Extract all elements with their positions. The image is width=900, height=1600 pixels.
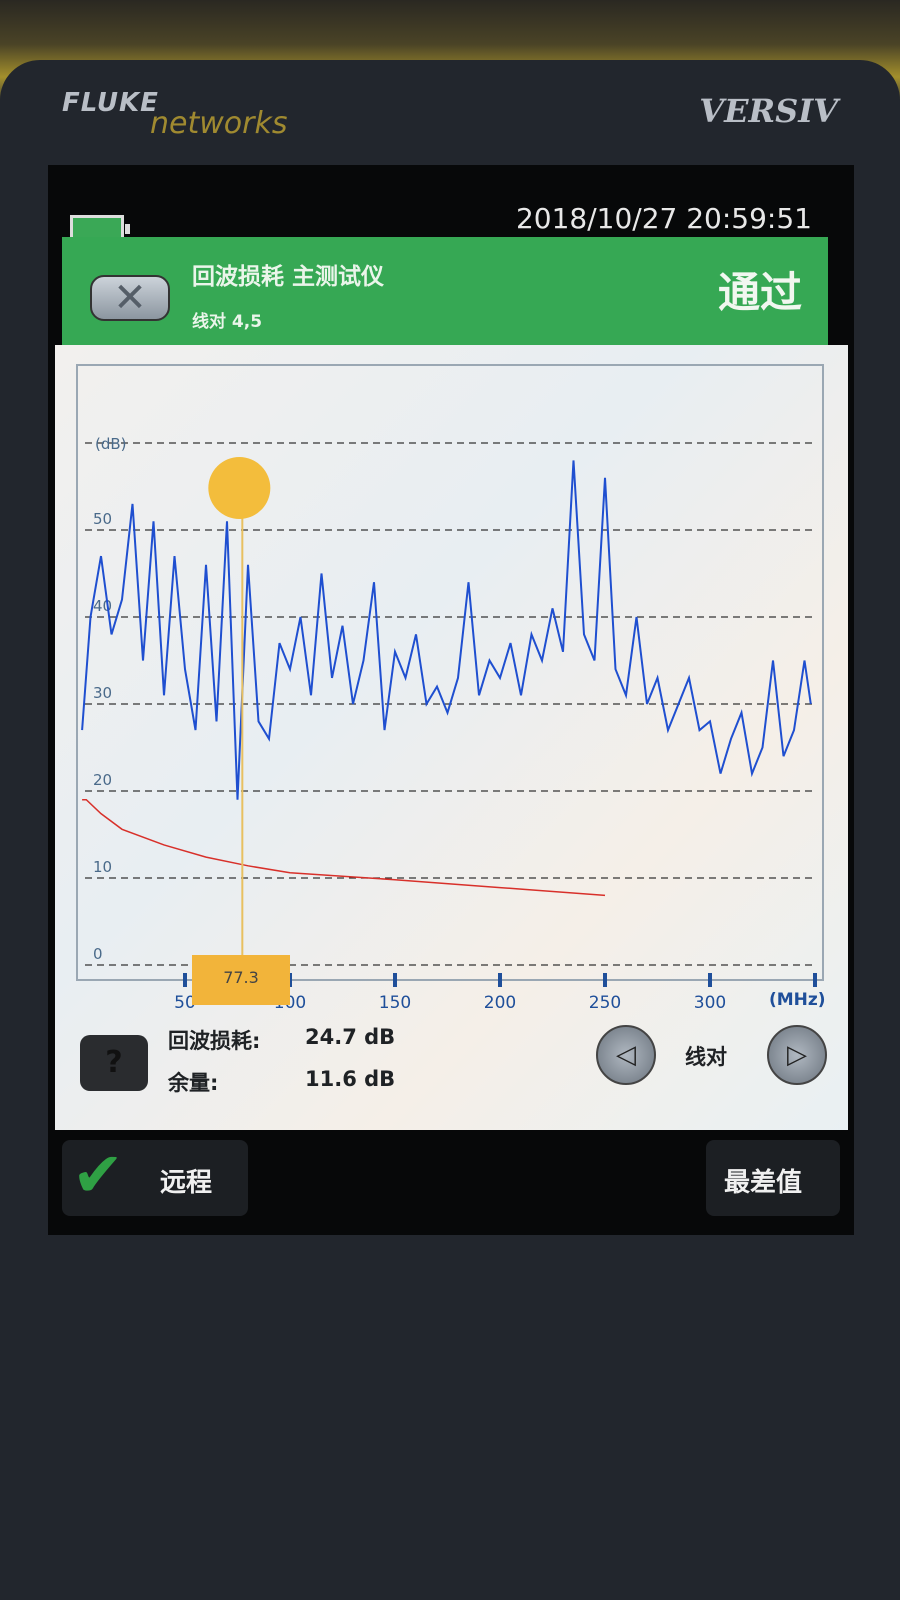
test-title: 回波损耗 主测试仪	[192, 264, 385, 290]
x-tick-label: 150	[379, 993, 411, 1013]
close-x-icon: ✕	[113, 275, 147, 321]
networks-logo: networks	[150, 106, 288, 141]
y-tick-label: 30	[93, 684, 112, 702]
return-loss-trace	[81, 460, 812, 800]
y-tick-label: 10	[93, 858, 112, 876]
checkmark-icon: ✔	[72, 1138, 124, 1211]
prev-pair-button[interactable]: ◁	[596, 1025, 656, 1085]
x-tick-label: 50	[174, 993, 196, 1013]
return-loss-value: 24.7 dB	[305, 1025, 396, 1049]
plot-frame	[76, 364, 824, 981]
margin-value: 11.6 dB	[305, 1067, 396, 1091]
x-tick-label: 300	[694, 993, 726, 1013]
marker-frequency[interactable]: 77.3	[192, 955, 290, 1005]
triangle-right-icon: ▷	[787, 1040, 807, 1070]
worst-case-label: 最差值	[724, 1168, 803, 1198]
y-tick-label: 20	[93, 771, 112, 789]
help-button[interactable]: ?	[80, 1035, 148, 1091]
versiv-logo: VERSIV	[699, 92, 838, 130]
close-button[interactable]: ✕	[90, 275, 170, 321]
return-loss-label: 回波损耗:	[168, 1029, 261, 1053]
pair-nav-label: 线对	[685, 1045, 727, 1069]
margin-label: 余量:	[168, 1071, 219, 1095]
y-tick-label: 0	[93, 945, 103, 963]
result-header: ✕ 回波损耗 主测试仪 线对 4,5 通过	[62, 237, 828, 345]
pass-status: 通过	[717, 268, 802, 317]
pair-subtitle: 线对 4,5	[192, 312, 263, 332]
datetime: 2018/10/27 20:59:51	[515, 202, 812, 235]
x-tick-label: 250	[589, 993, 621, 1013]
chart-panel: 0 10 20 30 40 50 50 100 150 200 250 300 (dB) (MHz) …	[55, 345, 848, 1130]
remote-button[interactable]: ✔ 远程	[62, 1138, 248, 1216]
triangle-left-icon: ◁	[616, 1040, 636, 1070]
x-tick-label: 200	[484, 993, 516, 1013]
y-tick-label: 50	[93, 510, 112, 528]
next-pair-button[interactable]: ▷	[767, 1025, 827, 1085]
worst-case-button[interactable]: 最差值	[706, 1140, 840, 1216]
remote-label: 远程	[160, 1168, 213, 1198]
x-axis-label: (MHz)	[769, 990, 826, 1010]
y-axis-label: (dB)	[95, 435, 127, 453]
fluke-logo: FLUKE	[62, 88, 159, 118]
limit-line	[82, 798, 606, 897]
marker-handle[interactable]	[208, 457, 271, 519]
